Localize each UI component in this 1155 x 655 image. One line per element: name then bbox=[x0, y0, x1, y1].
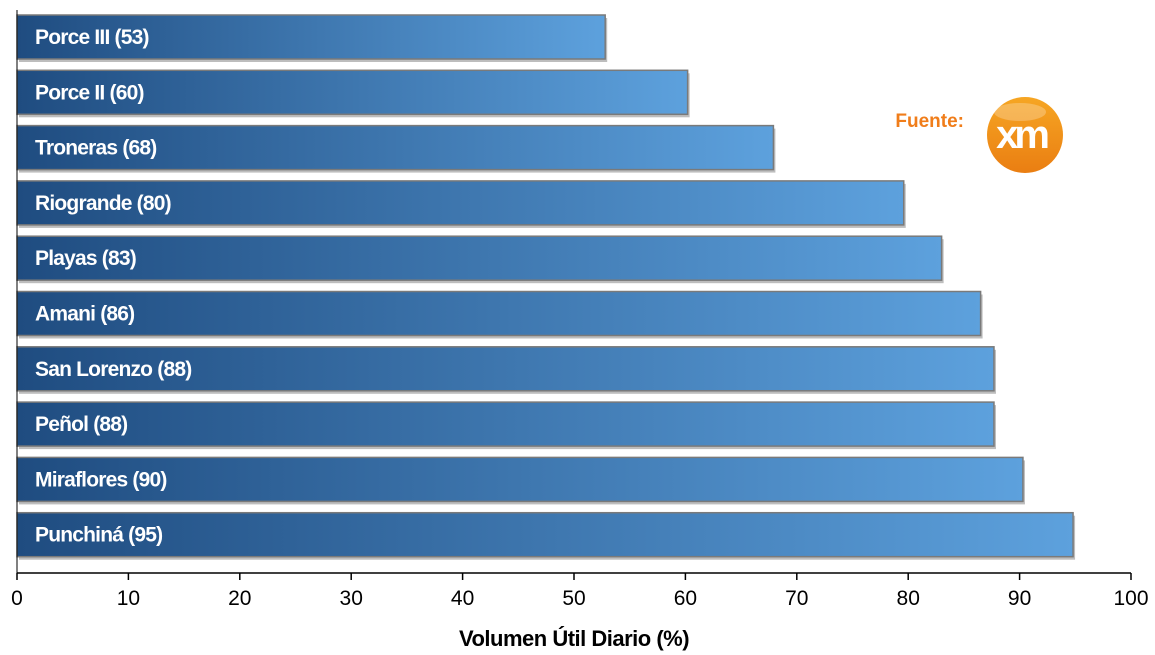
bar bbox=[16, 346, 995, 392]
x-tick-label: 70 bbox=[785, 587, 808, 610]
x-tick-label: 60 bbox=[674, 587, 697, 610]
source-attribution: Fuente: xm bbox=[895, 97, 1063, 173]
bar-label: Porce III (53) bbox=[35, 26, 149, 49]
bar bbox=[16, 124, 775, 171]
bar-label: Amani (86) bbox=[35, 303, 134, 326]
bar-label: Riogrande (80) bbox=[35, 192, 171, 215]
bar bbox=[16, 235, 943, 281]
bar-label: Porce II (60) bbox=[35, 81, 144, 104]
bar-label: Peñol (88) bbox=[35, 413, 127, 436]
bar-label: San Lorenzo (88) bbox=[35, 358, 191, 381]
bar bbox=[16, 456, 1024, 503]
x-axis-title: Volumen Útil Diario (%) bbox=[459, 626, 689, 651]
x-axis: 0 10 20 30 40 50 60 70 80 90 100 bbox=[11, 10, 1149, 610]
x-tick-label: 80 bbox=[897, 587, 920, 610]
bar bbox=[16, 14, 606, 60]
xm-logo-icon: xm bbox=[987, 97, 1063, 173]
bar bbox=[16, 401, 995, 447]
x-tick-label: 0 bbox=[11, 587, 23, 610]
x-tick-label: 50 bbox=[562, 587, 585, 610]
x-tick-label: 20 bbox=[228, 587, 251, 610]
x-tick-label: 30 bbox=[340, 587, 363, 610]
bar-label: Punchiná (95) bbox=[35, 524, 162, 547]
x-tick-label: 10 bbox=[117, 587, 140, 610]
source-label: Fuente: bbox=[895, 111, 964, 132]
x-tick-label: 90 bbox=[1008, 587, 1031, 610]
xm-logo-text: xm bbox=[996, 113, 1048, 157]
bar bbox=[16, 290, 982, 337]
bar bbox=[16, 180, 905, 226]
x-tick-label: 40 bbox=[451, 587, 474, 610]
bar-label: Miraflores (90) bbox=[35, 468, 167, 491]
bar-label: Troneras (68) bbox=[35, 137, 157, 160]
x-tick-label: 100 bbox=[1113, 587, 1148, 610]
bar-label: Playas (83) bbox=[35, 247, 136, 270]
bars-group: Porce III (53) Porce II (60) Troneras (68)… bbox=[16, 14, 1076, 560]
bar bbox=[16, 511, 1074, 558]
